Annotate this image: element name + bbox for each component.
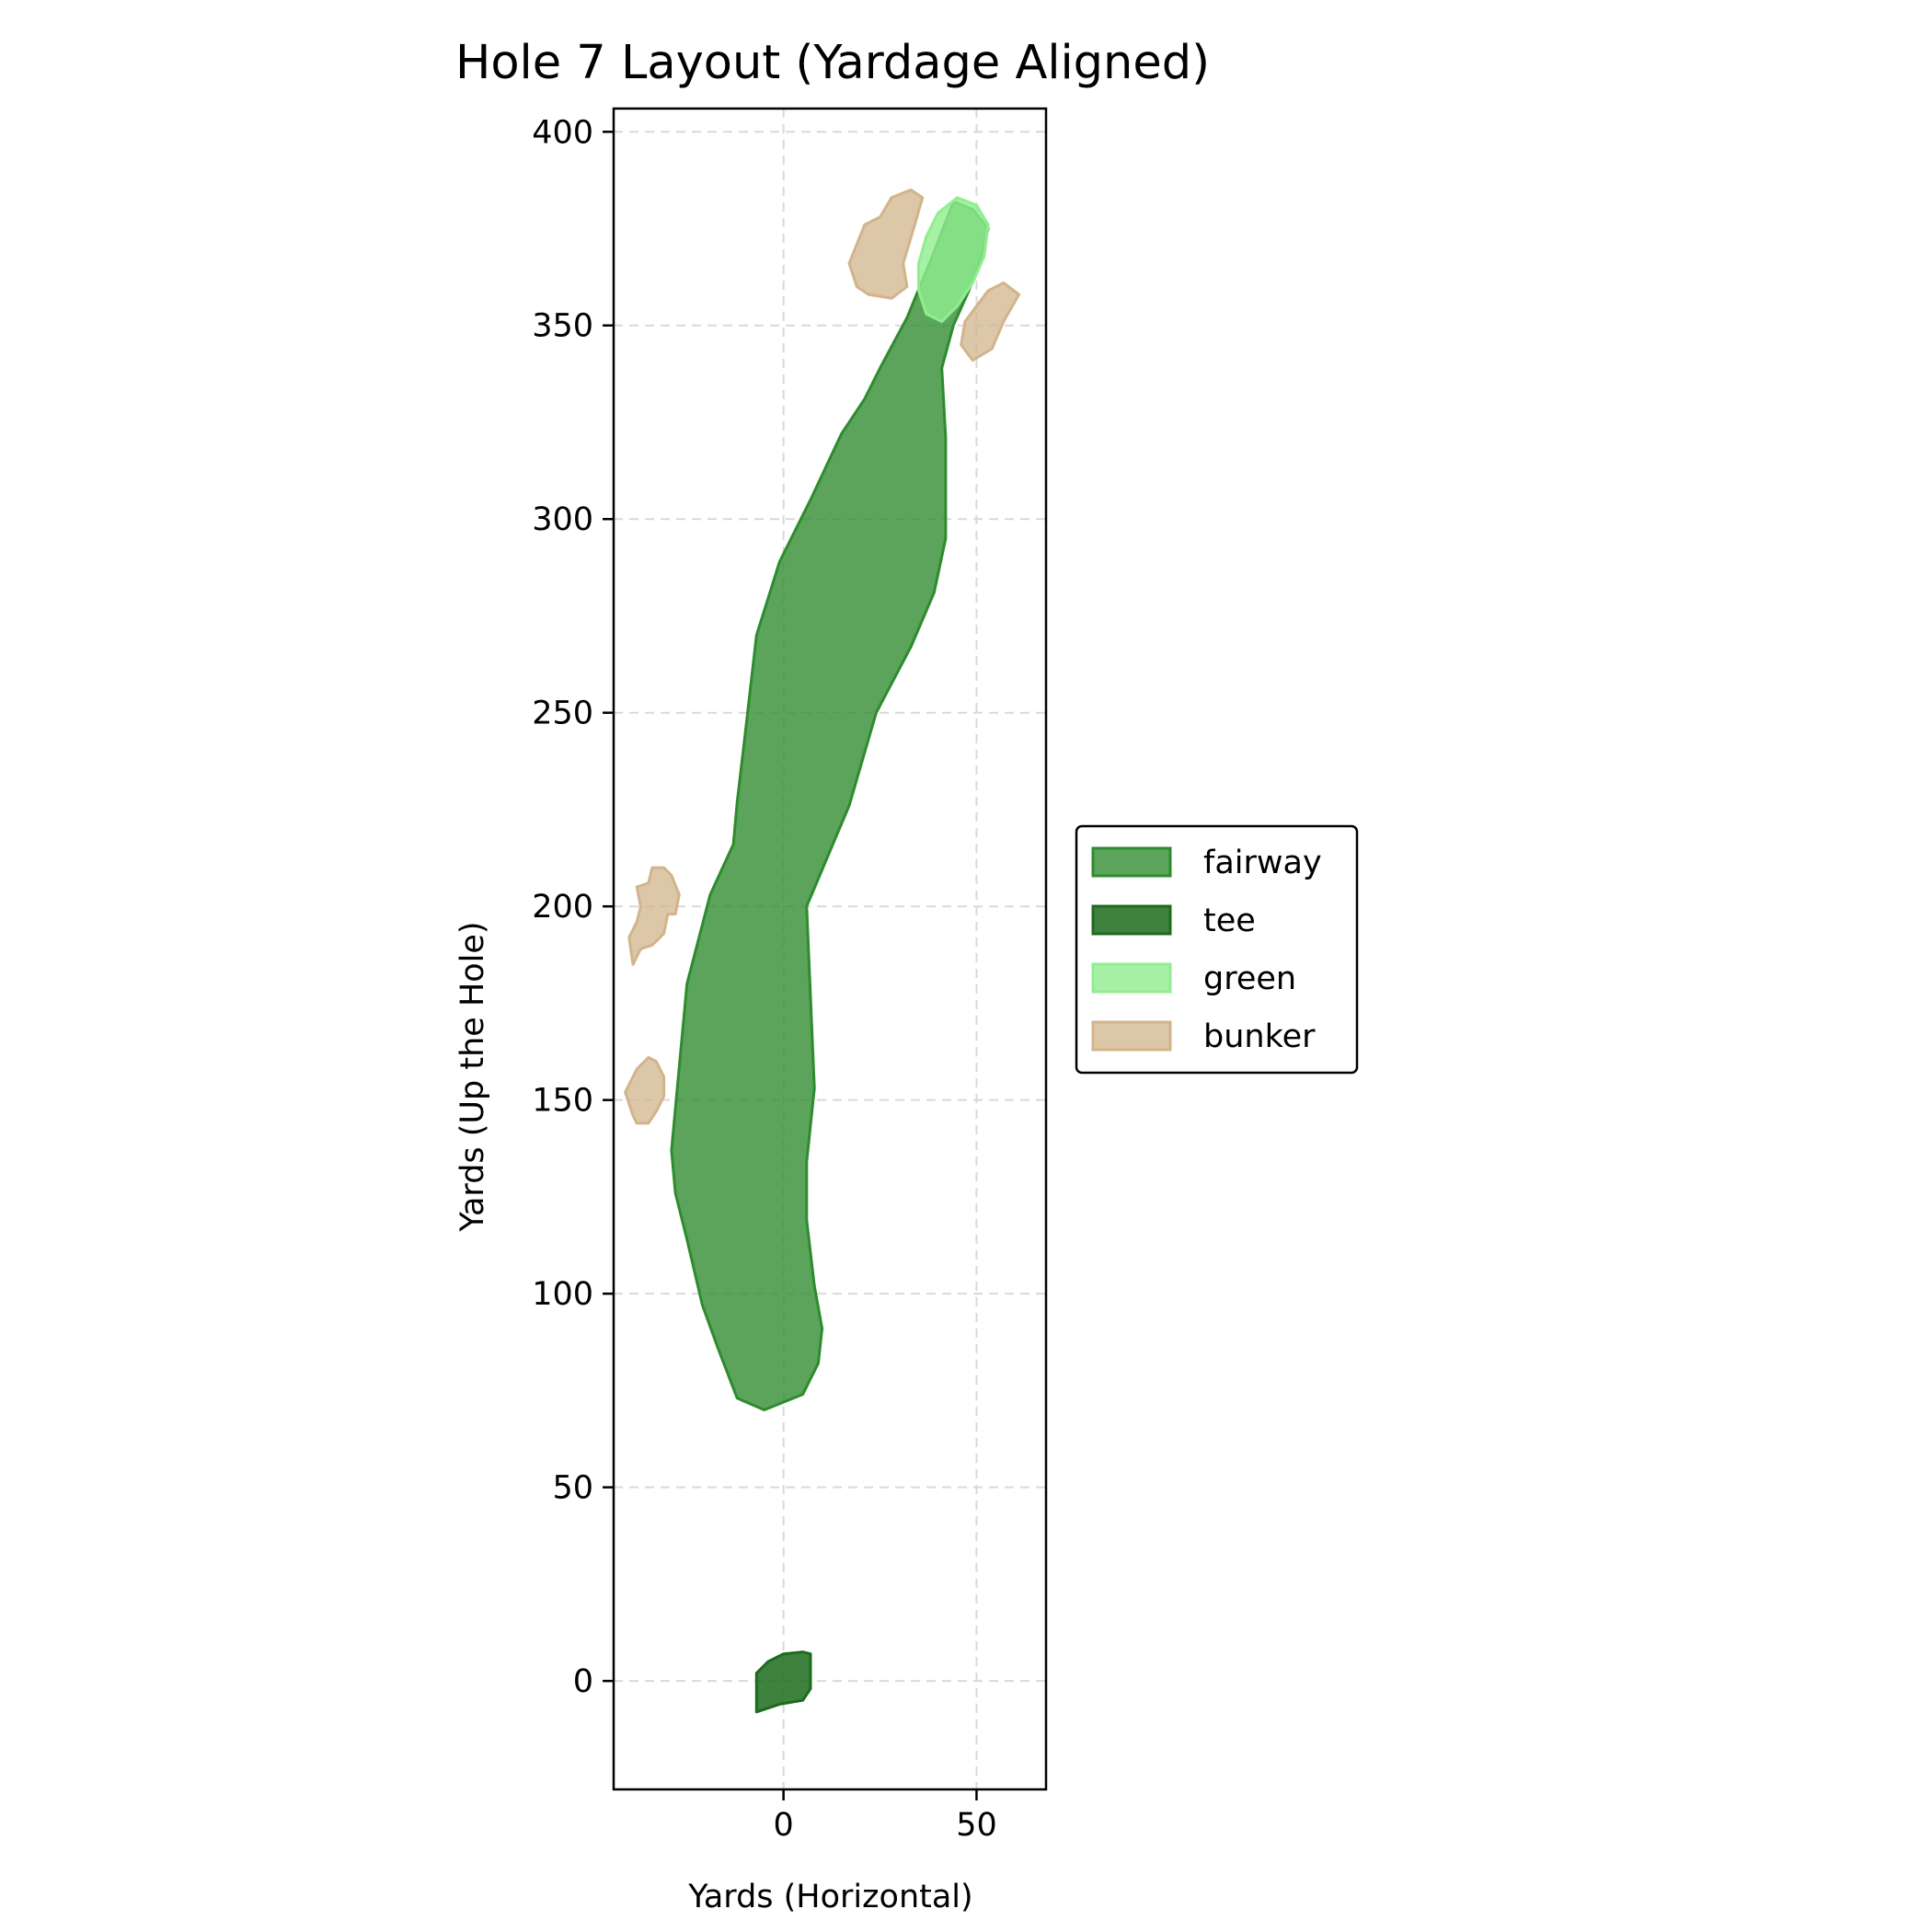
legend-label-bunker: bunker [1203, 1018, 1316, 1055]
legend-swatch-tee [1091, 904, 1172, 936]
bunker-shape [847, 188, 925, 300]
legend-frame [1075, 824, 1359, 1075]
y-tick-label: 400 [532, 114, 593, 151]
green-shape [917, 196, 990, 323]
chart-title: Hole 7 Layout (Yardage Aligned) [455, 36, 1210, 90]
x-tick-label: 50 [956, 1807, 997, 1844]
y-tick-label: 100 [532, 1276, 593, 1313]
legend-label-tee: tee [1203, 903, 1256, 939]
bunker-shape [627, 866, 681, 966]
plot-shapes [624, 188, 1021, 1714]
bunker-shape [960, 281, 1021, 362]
plot-frame [612, 107, 1048, 1791]
legend-swatch-green [1091, 962, 1172, 994]
gridlines [614, 109, 1046, 1789]
legend-swatch-fairway [1091, 846, 1172, 878]
fairway-shape [670, 200, 990, 1411]
bunker-shape [624, 1055, 666, 1125]
y-tick-label: 150 [532, 1083, 593, 1120]
x-axis-label: Yards (Horizontal) [687, 1879, 972, 1915]
y-tick-label: 0 [573, 1663, 593, 1700]
tee-shape [754, 1650, 812, 1714]
legend-label-fairway: fairway [1203, 845, 1322, 881]
legend-label-green: green [1203, 960, 1296, 997]
y-axis-label: Yards (Up the Hole) [454, 921, 491, 1232]
y-tick-label: 200 [532, 889, 593, 926]
legend: fairway tee green bunker [1075, 824, 1359, 1075]
y-tick-label: 350 [532, 308, 593, 345]
axis-ticks: 0 50 0 50 100 150 200 250 300 350 400 [532, 114, 997, 1844]
y-tick-label: 250 [532, 696, 593, 732]
y-tick-label: 300 [532, 501, 593, 538]
legend-swatch-bunker [1091, 1020, 1172, 1052]
y-tick-label: 50 [552, 1470, 593, 1507]
x-tick-label: 0 [774, 1807, 794, 1844]
